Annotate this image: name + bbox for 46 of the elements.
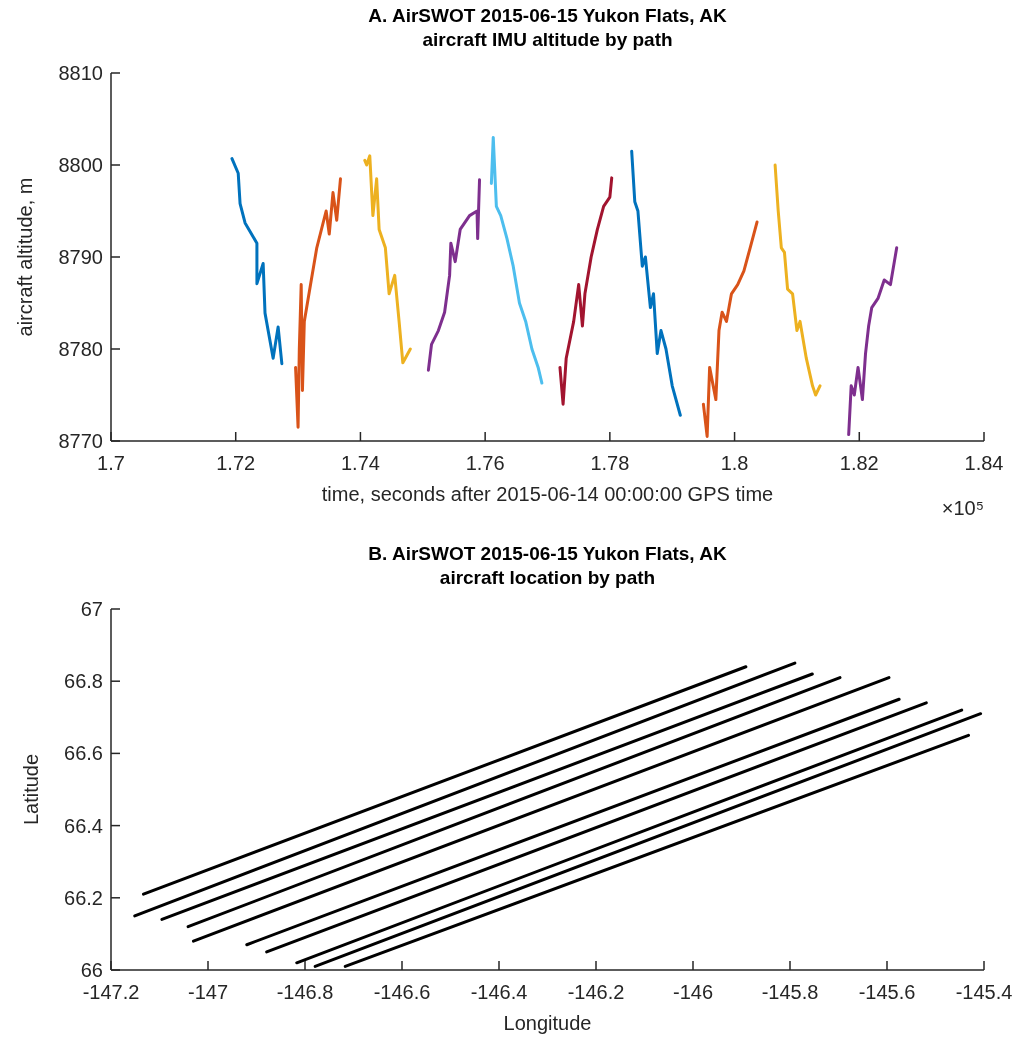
x-tick-label: 1.76: [465, 452, 505, 474]
x-tick-label: 1.82: [839, 452, 879, 474]
y-tick-label: 67: [80, 598, 103, 620]
x-tick-label: 1.74: [340, 452, 380, 474]
y-tick-label: 66.6: [64, 742, 103, 765]
text: ×10⁵: [941, 497, 984, 519]
y-axis-title: aircraft altitude, m: [14, 177, 36, 337]
y-tick-label: 66: [80, 959, 103, 981]
y-tick-label: 8810: [58, 62, 103, 84]
y-tick-label: 8780: [58, 338, 103, 360]
y-tick-label: 66.8: [64, 670, 103, 693]
x-tick-label: -145.4: [955, 981, 1013, 1003]
x-tick-label: 1.78: [590, 452, 630, 474]
line-series: [630, 149, 682, 417]
line-series: [558, 176, 614, 406]
y-axis-title: Latitude: [20, 753, 42, 826]
y-tick-label: 66.4: [64, 814, 103, 837]
x-tick-label: -147: [187, 981, 229, 1003]
y-tick-label: 8770: [58, 430, 103, 452]
chart-title: A. AirSWOT 2015-06-15 Yukon Flats, AK aircraft IMU altitude by path: [368, 5, 727, 50]
line-series: [847, 246, 899, 437]
line-series: [426, 178, 482, 372]
x-tick-label: 1.84: [964, 452, 1004, 474]
line-series: [230, 157, 284, 366]
line-series: [363, 154, 412, 365]
x-tick-label: 1.72: [216, 452, 256, 474]
y-tick-label: 66.2: [64, 886, 103, 909]
x-tick-label: -146.8: [276, 981, 334, 1003]
chart-title: B. AirSWOT 2015-06-15 Yukon Flats, AK aircraft location by path: [368, 543, 727, 588]
line-series: [701, 220, 759, 438]
x-tick-label: -146.4: [470, 981, 528, 1003]
line-series: [489, 135, 544, 385]
line-series: [294, 177, 342, 429]
x-tick-label: -146.2: [567, 981, 625, 1003]
line-series: [773, 163, 822, 397]
x-tick-label: -146: [672, 981, 714, 1003]
x-tick-label: -147.2: [82, 981, 140, 1003]
x-tick-label: -145.8: [761, 981, 819, 1003]
y-tick-label: 8790: [58, 246, 103, 268]
x-axis-title: time, seconds after 2015-06-14 00:00:00 GPS time: [321, 483, 774, 505]
x-tick-label: -146.6: [373, 981, 431, 1003]
x-axis-title: Longitude: [503, 1012, 592, 1034]
x-tick-label: -145.6: [858, 981, 916, 1003]
x-tick-label: 1.8: [720, 452, 749, 474]
y-tick-label: 8800: [58, 154, 103, 176]
x-tick-label: 1.7: [97, 452, 125, 474]
